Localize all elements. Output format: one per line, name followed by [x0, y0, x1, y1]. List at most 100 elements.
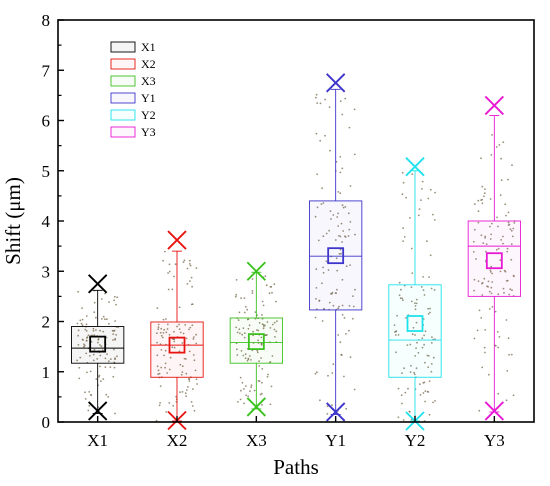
y-tick-label: 8	[42, 11, 51, 30]
data-point	[260, 344, 263, 346]
data-point	[315, 93, 318, 96]
data-point	[402, 181, 405, 184]
data-point	[483, 346, 486, 349]
data-point	[497, 247, 500, 250]
data-point	[92, 353, 95, 356]
data-point	[192, 388, 194, 390]
data-point	[85, 315, 88, 317]
data-point	[166, 323, 169, 326]
data-point	[500, 157, 502, 160]
data-point	[112, 339, 114, 341]
data-point	[315, 132, 318, 135]
data-point	[329, 149, 331, 152]
data-point	[315, 287, 318, 289]
data-point	[189, 326, 192, 329]
max-marker	[167, 230, 187, 250]
data-point	[472, 240, 475, 243]
data-point	[106, 318, 108, 321]
data-point	[495, 248, 498, 251]
data-point	[406, 344, 409, 346]
data-point	[158, 372, 161, 375]
data-point	[415, 367, 418, 370]
data-point	[321, 282, 323, 285]
data-point	[497, 346, 500, 349]
data-point	[113, 295, 116, 298]
data-point	[341, 113, 344, 116]
data-point	[339, 100, 342, 102]
data-point	[429, 311, 431, 314]
data-point	[114, 412, 116, 415]
data-point	[81, 307, 83, 309]
data-point	[178, 306, 181, 309]
data-point	[511, 164, 513, 167]
data-point	[342, 230, 345, 232]
data-point	[262, 304, 265, 307]
data-point	[401, 297, 404, 300]
data-point	[423, 343, 425, 346]
data-point	[168, 270, 171, 273]
data-point	[491, 306, 494, 308]
y-tick-label: 0	[42, 413, 51, 432]
data-point	[397, 416, 400, 419]
data-point	[500, 179, 503, 182]
data-point	[508, 293, 511, 296]
data-point	[481, 202, 484, 205]
data-point	[114, 358, 116, 361]
data-point	[322, 266, 324, 269]
data-point	[513, 222, 516, 224]
data-point	[484, 329, 487, 331]
data-point	[326, 405, 329, 408]
legend-item: X2	[110, 57, 156, 71]
legend-label: Y3	[141, 125, 156, 139]
data-point	[481, 282, 483, 285]
data-point	[185, 395, 188, 398]
data-point	[433, 289, 436, 291]
data-point	[512, 394, 515, 397]
data-point	[250, 386, 253, 389]
data-point	[239, 332, 241, 335]
data-point	[401, 193, 404, 196]
data-point	[419, 383, 421, 385]
data-point	[261, 314, 263, 316]
data-point	[95, 329, 97, 331]
data-point	[338, 305, 340, 308]
data-point	[484, 235, 487, 238]
data-point	[432, 356, 435, 359]
data-point	[115, 303, 117, 306]
data-point	[166, 372, 169, 374]
data-point	[275, 330, 278, 333]
data-point	[85, 352, 88, 355]
data-point	[399, 297, 402, 300]
data-point	[81, 324, 84, 327]
data-point	[165, 331, 168, 334]
data-point	[511, 235, 514, 238]
data-point	[339, 341, 342, 343]
data-point	[79, 319, 82, 322]
data-point	[187, 386, 189, 388]
data-point	[244, 305, 247, 308]
data-point	[334, 239, 337, 241]
data-point	[488, 290, 491, 293]
data-point	[328, 229, 330, 232]
data-point	[483, 192, 486, 195]
data-point	[80, 322, 83, 325]
data-point	[164, 250, 166, 253]
data-point	[196, 383, 199, 385]
y-tick-label: 4	[42, 212, 51, 231]
data-point	[340, 252, 342, 255]
data-point	[398, 281, 401, 284]
data-point	[490, 233, 492, 236]
data-point	[191, 303, 194, 305]
data-point	[347, 235, 350, 237]
min-marker	[484, 401, 505, 421]
data-point	[429, 188, 432, 191]
data-point	[168, 368, 171, 371]
data-point	[489, 198, 492, 200]
data-point	[99, 365, 101, 368]
data-point	[77, 334, 79, 337]
data-point	[258, 360, 260, 362]
data-point	[195, 333, 198, 336]
data-point	[342, 206, 345, 209]
data-point	[407, 387, 409, 390]
data-point	[322, 235, 325, 238]
